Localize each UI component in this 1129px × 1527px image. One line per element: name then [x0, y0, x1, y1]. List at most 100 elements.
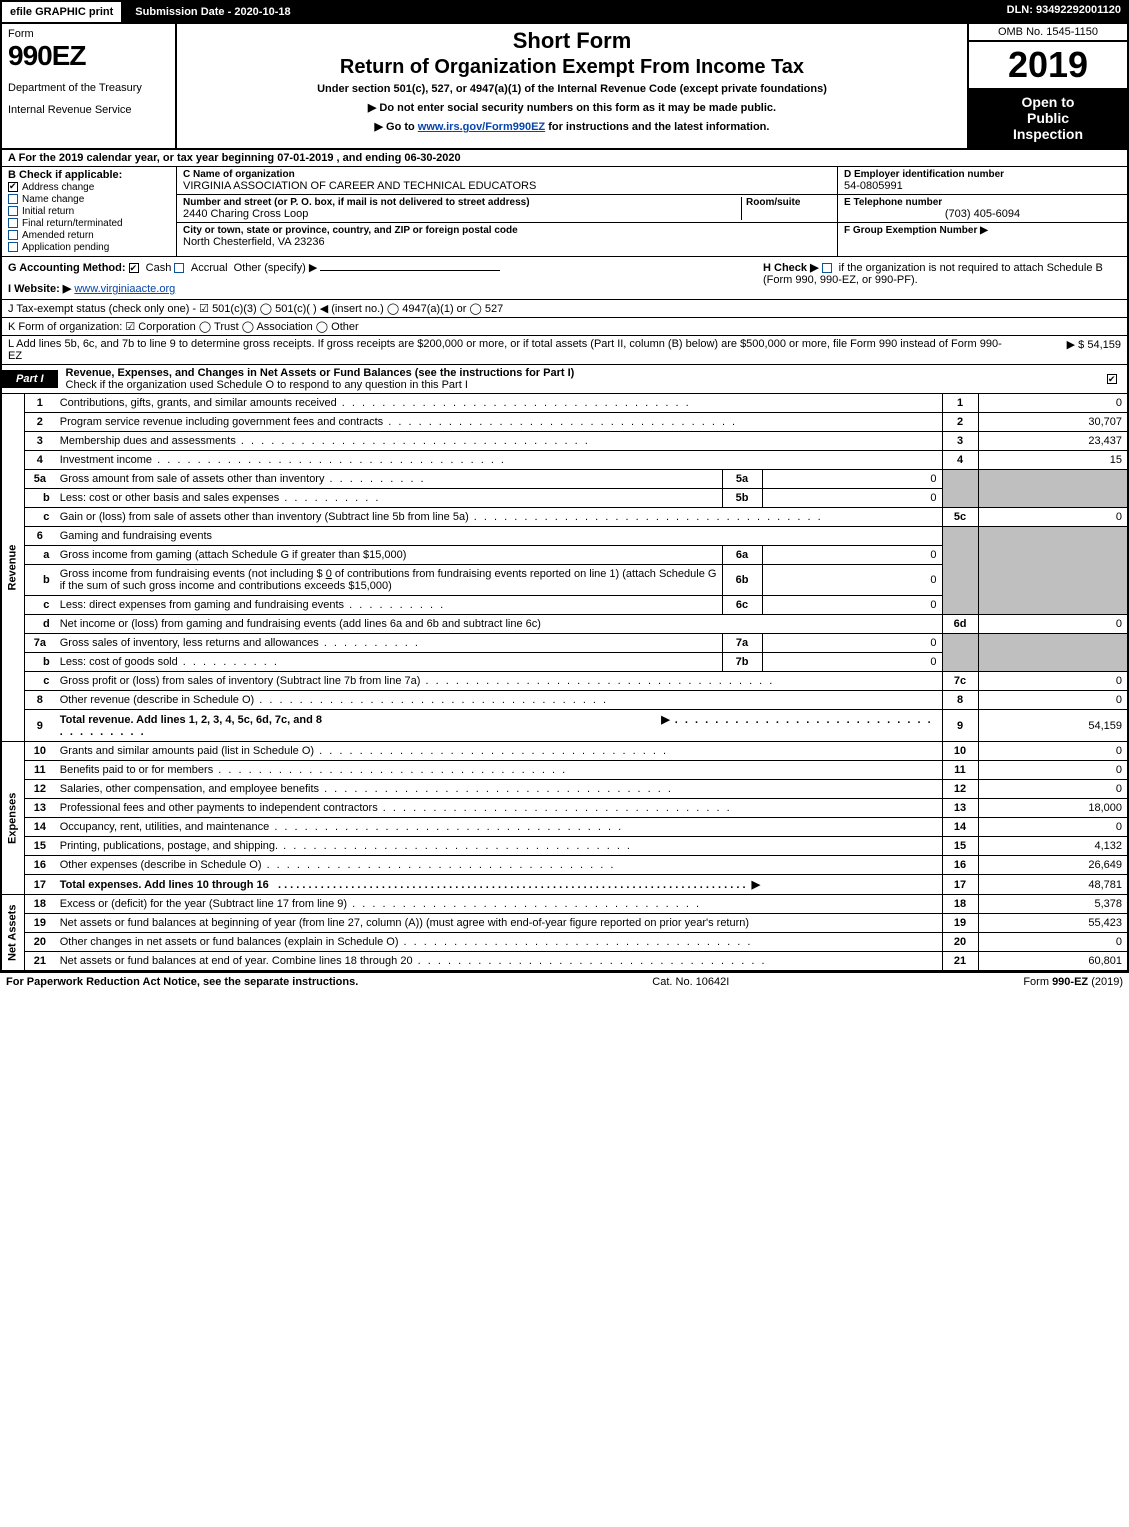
rn: 13 — [942, 799, 978, 818]
checkbox-icon — [8, 182, 18, 192]
chk-final-return[interactable]: Final return/terminated — [8, 218, 170, 229]
desc: Membership dues and assessments — [55, 432, 942, 451]
part1-header: Part I Revenue, Expenses, and Changes in… — [0, 365, 1129, 394]
footer-left: For Paperwork Reduction Act Notice, see … — [6, 976, 358, 988]
chk-label: Application pending — [22, 242, 109, 253]
ein-label: D Employer identification number — [844, 169, 1121, 180]
line-9: 9Total revenue. Add lines 1, 2, 3, 4, 5c… — [1, 710, 1128, 742]
dln-label: DLN: — [1007, 4, 1036, 16]
city-block: City or town, state or province, country… — [177, 223, 837, 250]
ln: 15 — [25, 837, 55, 856]
desc: Gross income from fundraising events (no… — [55, 565, 722, 596]
chk-label: Name change — [22, 194, 84, 205]
check-if-applicable: Check if applicable: — [19, 169, 122, 181]
row-g: G Accounting Method: Cash Accrual Other … — [2, 257, 757, 299]
val: 0 — [978, 394, 1128, 413]
section-b: B Check if applicable: Address change Na… — [2, 167, 177, 256]
chk-name-change[interactable]: Name change — [8, 194, 170, 205]
other-input[interactable] — [320, 270, 500, 271]
desc: Gaming and fundraising events — [55, 527, 942, 546]
desc: Occupancy, rent, utilities, and maintena… — [55, 818, 942, 837]
submission-date: 2020-10-18 — [234, 6, 290, 18]
line-13: 13Professional fees and other payments t… — [1, 799, 1128, 818]
line-6: 6Gaming and fundraising events — [1, 527, 1128, 546]
line-7c: cGross profit or (loss) from sales of in… — [1, 672, 1128, 691]
org-name: VIRGINIA ASSOCIATION OF CAREER AND TECHN… — [183, 180, 831, 192]
topbar-spacer — [303, 0, 999, 24]
other-label: Other (specify) ▶ — [234, 262, 318, 274]
ln: b — [25, 489, 55, 508]
chk-application-pending[interactable]: Application pending — [8, 242, 170, 253]
netassets-side-label: Net Assets — [1, 895, 25, 971]
val: 0 — [978, 780, 1128, 799]
val: 0 — [978, 818, 1128, 837]
ln: c — [25, 508, 55, 527]
val: 0 — [978, 691, 1128, 710]
line-8: 8Other revenue (describe in Schedule O)8… — [1, 691, 1128, 710]
checkbox-icon — [1107, 374, 1117, 384]
chk-amended-return[interactable]: Amended return — [8, 230, 170, 241]
inner-val: 0 — [762, 565, 942, 596]
ln: 8 — [25, 691, 55, 710]
chk-address-change[interactable]: Address change — [8, 182, 170, 193]
line-a-period: A For the 2019 calendar year, or tax yea… — [0, 150, 1129, 167]
desc: Gross amount from sale of assets other t… — [55, 470, 722, 489]
desc: Gain or (loss) from sale of assets other… — [55, 508, 942, 527]
irs-link[interactable]: www.irs.gov/Form990EZ — [418, 121, 545, 133]
sched-o-check[interactable] — [1107, 373, 1127, 385]
ln: 17 — [25, 875, 55, 895]
phone-block: E Telephone number (703) 405-6094 — [838, 195, 1127, 223]
ln: 13 — [25, 799, 55, 818]
val: 23,437 — [978, 432, 1128, 451]
val: 5,378 — [978, 895, 1128, 914]
efile-print-button[interactable]: efile GRAPHIC print — [0, 0, 123, 24]
period-text: For the 2019 calendar year, or tax year … — [19, 152, 461, 164]
desc: Other revenue (describe in Schedule O) — [55, 691, 942, 710]
footer-formid: Form 990-EZ (2019) — [1023, 976, 1123, 988]
ln: 3 — [25, 432, 55, 451]
val: 15 — [978, 451, 1128, 470]
goto-post: for instructions and the latest informat… — [545, 121, 769, 133]
chk-accrual[interactable] — [174, 263, 184, 273]
section-def: D Employer identification number 54-0805… — [837, 167, 1127, 256]
val: 0 — [978, 508, 1128, 527]
inner-val: 0 — [762, 653, 942, 672]
line-17: 17Total expenses. Add lines 10 through 1… — [1, 875, 1128, 895]
ln: 1 — [25, 394, 55, 413]
val: 60,801 — [978, 952, 1128, 971]
submission-date-button[interactable]: Submission Date - 2020-10-18 — [123, 0, 302, 24]
ln: c — [25, 672, 55, 691]
val: 26,649 — [978, 856, 1128, 875]
title-return: Return of Organization Exempt From Incom… — [185, 56, 959, 79]
inner-num: 5b — [722, 489, 762, 508]
line-21: 21Net assets or fund balances at end of … — [1, 952, 1128, 971]
ln: 16 — [25, 856, 55, 875]
section-b-label: B Check if applicable: — [8, 169, 170, 181]
val: 0 — [978, 672, 1128, 691]
chk-h[interactable] — [822, 263, 832, 273]
val: 0 — [978, 761, 1128, 780]
row-k: K Form of organization: ☑ Corporation ◯ … — [0, 318, 1129, 336]
desc: Other expenses (describe in Schedule O) — [55, 856, 942, 875]
goto-pre: Go to — [375, 121, 418, 133]
website-link[interactable]: www.virginiaacte.org — [74, 283, 175, 295]
group-exemption-block: F Group Exemption Number ▶ — [838, 223, 1127, 238]
inner-num: 6b — [722, 565, 762, 596]
d1: Gross income from fundraising events (no… — [60, 568, 326, 580]
desc: Net assets or fund balances at beginning… — [55, 914, 942, 933]
part1-title-text: Revenue, Expenses, and Changes in Net As… — [66, 367, 575, 379]
chk-label: Address change — [22, 182, 94, 193]
chk-cash[interactable] — [129, 263, 139, 273]
rn: 9 — [942, 710, 978, 742]
row-j: J Tax-exempt status (check only one) - ☑… — [0, 300, 1129, 318]
desc: Professional fees and other payments to … — [55, 799, 942, 818]
dln-value: 93492292001120 — [1036, 4, 1121, 16]
grey-cell — [978, 634, 1128, 672]
phone-label: E Telephone number — [844, 197, 1121, 208]
section-c: C Name of organization VIRGINIA ASSOCIAT… — [177, 167, 837, 256]
submission-label: Submission Date - — [135, 6, 234, 18]
rn: 17 — [942, 875, 978, 895]
chk-initial-return[interactable]: Initial return — [8, 206, 170, 217]
h-label: H Check ▶ — [763, 262, 819, 274]
val: 0 — [978, 933, 1128, 952]
